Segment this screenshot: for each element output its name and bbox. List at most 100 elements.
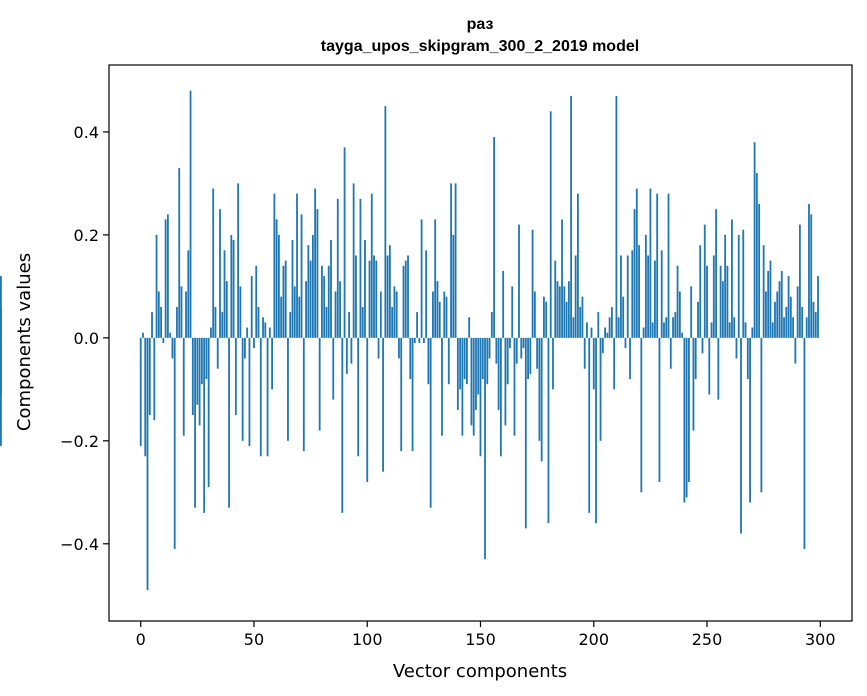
bar-86 [334,291,337,338]
bar-189 [567,281,570,338]
bar-197 [586,322,588,338]
bar-98 [361,306,364,338]
bar-147 [472,337,475,436]
bar-281 [776,291,779,338]
bar-266 [742,229,745,338]
bar-143 [463,337,466,380]
bar-237 [676,265,679,338]
y-tick-label: 0.2 [74,226,99,245]
bar-263 [735,337,738,359]
bar-259 [726,265,729,338]
bar-164 [511,286,514,338]
bar-78 [316,209,319,338]
bar-243 [690,286,693,338]
y-axis: −0.4 −0.2 0.0 0.2 0.4 [60,123,109,554]
bar-221 [640,337,643,493]
bar-52 [257,306,260,338]
bar-66 [289,312,292,338]
bar-231 [663,322,665,338]
bar-102 [370,193,373,338]
bar-47 [246,327,249,338]
bar-191 [572,317,575,338]
bar-163 [509,337,511,349]
x-tick-label: 300 [805,630,836,649]
bar-99 [364,240,366,338]
y-axis-label: Components values [14,253,35,431]
bar-122 [416,312,418,338]
plot-area [0,64,853,622]
bar-24 [194,337,196,508]
bar-292 [801,306,804,338]
bar-41 [232,240,235,338]
x-axis-label: Vector components [393,661,567,682]
bar-100 [366,337,369,482]
bar-287 [789,296,792,338]
bar-120 [411,337,414,452]
bar-79 [318,337,321,431]
bar-114 [398,337,400,359]
bar-12 [166,214,169,338]
bar-27 [200,337,203,385]
bar-29 [205,337,208,380]
bar-76 [311,234,314,338]
bar-274 [760,337,763,493]
bar-209 [613,337,616,390]
bar-185 [558,286,561,338]
bar-291 [798,224,801,338]
bar-33 [214,306,217,338]
bar-90 [343,147,346,338]
bar-1 [142,332,144,338]
bar-56 [266,337,269,457]
bar-193 [577,193,579,338]
bar-49 [250,276,253,338]
bar-42 [234,337,237,416]
bar-218 [633,209,636,338]
bar-136 [447,337,450,385]
bar-118 [407,255,409,338]
bar-190 [570,95,573,338]
bar-294 [805,317,808,338]
bar-88 [339,281,341,338]
bar-38 [225,281,228,338]
bar-119 [409,337,412,380]
bar-39 [228,337,230,508]
bar-2 [144,337,147,457]
bar-91 [345,337,348,374]
bar-222 [642,327,645,338]
bar-290 [796,286,799,338]
bar-103 [373,255,375,338]
bar-23 [191,337,194,416]
bar-215 [626,255,629,338]
bar-269 [749,337,751,503]
bar-13 [169,332,172,338]
bar-68 [293,286,296,338]
bar-167 [518,224,520,338]
bar-134 [443,291,446,338]
bar-139 [454,183,457,338]
bar-211 [617,317,620,338]
bar-6 [153,337,156,421]
bar-192 [574,255,577,338]
bar-250 [706,265,708,338]
bar-69 [296,193,298,338]
x-tick-label: 100 [352,630,383,649]
bar-277 [767,270,770,338]
bar-188 [565,301,568,338]
bar-275 [762,245,765,338]
bar-260 [728,322,731,338]
bar-179 [545,301,548,338]
bar-235 [672,317,674,338]
bar-160 [502,270,505,338]
bar-297 [812,301,815,338]
bar-169 [522,337,525,349]
bar-265 [740,337,742,534]
bar-206 [606,332,609,338]
bar-298 [814,312,817,338]
bar-82 [325,306,328,338]
bar-131 [436,281,439,338]
bar-219 [635,188,638,338]
bar-85 [332,337,335,400]
bar-285 [785,306,788,338]
x-tick-label: 200 [578,630,609,649]
bar-233 [667,193,670,338]
